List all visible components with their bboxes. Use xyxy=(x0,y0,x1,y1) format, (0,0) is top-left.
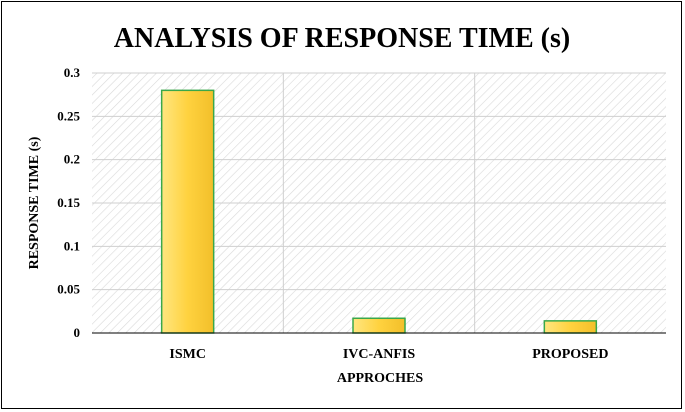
y-tick-label: 0.25 xyxy=(57,108,80,123)
x-tick-label: IVC-ANFIS xyxy=(343,347,416,362)
bar-ivc-anfis xyxy=(352,317,406,334)
y-tick-label: 0.2 xyxy=(64,152,80,167)
x-tick-labels: ISMC IVC-ANFIS PROPOSED xyxy=(169,347,608,362)
x-axis-label: APPROCHES xyxy=(337,371,424,386)
bar-ismc xyxy=(160,89,215,334)
y-tick-label: 0 xyxy=(74,325,81,340)
y-axis-label: RESPONSE TIME (s) xyxy=(27,136,42,269)
y-tick-label: 0.3 xyxy=(64,65,81,80)
y-tick-label: 0.05 xyxy=(57,282,80,297)
bars xyxy=(160,89,598,334)
chart-title: ANALYSIS OF RESPONSE TIME (s) xyxy=(114,23,570,54)
y-tick-label: 0.15 xyxy=(57,195,80,210)
y-tick-labels: 0 0.05 0.1 0.15 0.2 0.25 0.3 xyxy=(57,65,80,340)
x-tick-label: PROPOSED xyxy=(532,347,608,362)
x-tick-label: ISMC xyxy=(169,347,206,362)
y-tick-label: 0.1 xyxy=(64,238,80,253)
bar-proposed xyxy=(543,320,598,334)
